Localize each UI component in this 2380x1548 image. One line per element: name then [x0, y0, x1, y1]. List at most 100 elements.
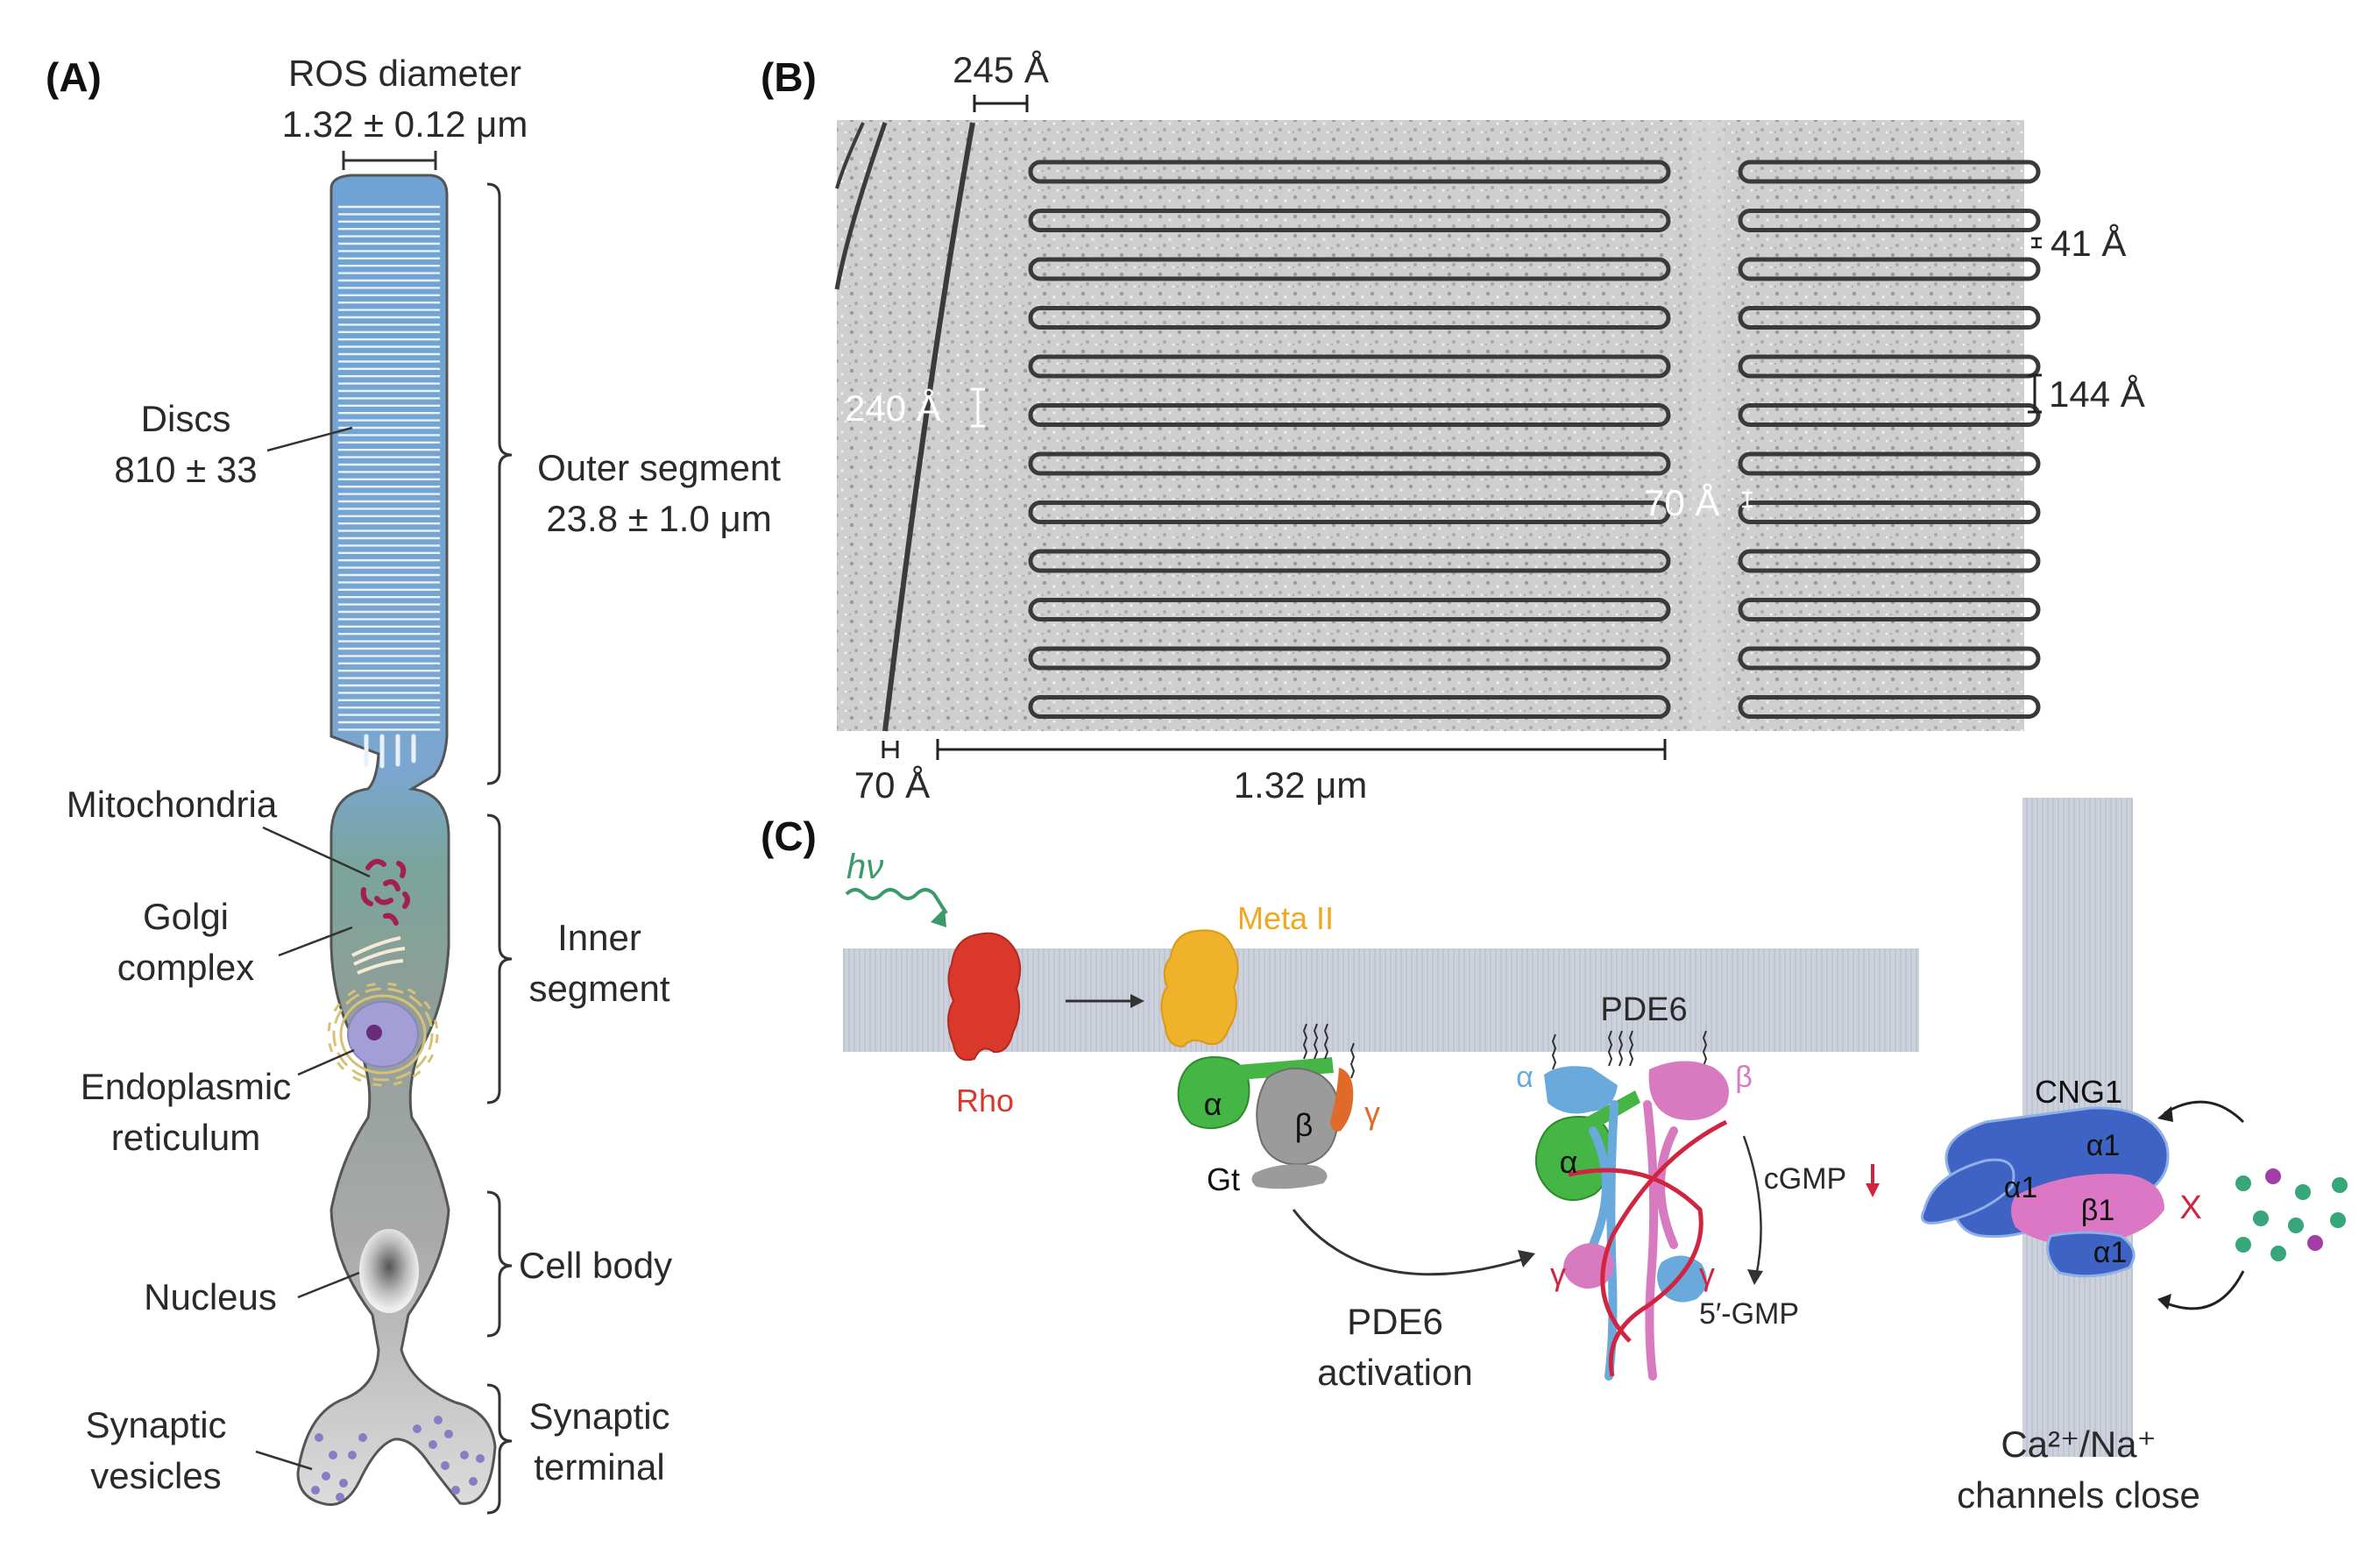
disc-profile — [1738, 451, 2041, 476]
disc-profile — [1028, 646, 1671, 671]
cgmp-down-arrowhead — [1866, 1183, 1880, 1197]
b-mid-label: 70 Å — [1644, 482, 1719, 523]
micrograph-discs — [1028, 160, 2041, 719]
disc-profile — [1738, 403, 2041, 427]
synaptic-vesicles — [311, 1416, 485, 1502]
meta-ii-label: Meta II — [1237, 900, 1334, 936]
er-label-1: Endoplasmic — [81, 1066, 291, 1107]
gt-beta-label: β — [1295, 1107, 1314, 1143]
channel-block-x: X — [2179, 1189, 2201, 1226]
inner-segment-label-1: Inner — [557, 917, 641, 958]
ion-arrowhead-top — [2157, 1106, 2173, 1122]
terminal-label-1: Synaptic — [528, 1395, 669, 1437]
pde6-alpha-catalytic — [1544, 1066, 1618, 1114]
meta-ii-protein — [1160, 929, 1239, 1048]
pde6-alpha-top-label: α — [1516, 1061, 1534, 1094]
gt-beta-subunit — [1256, 1067, 1340, 1166]
b-right-label-1: 41 Å — [2051, 223, 2126, 264]
disc-profile — [1738, 695, 2041, 719]
vesicle — [339, 1479, 348, 1488]
disc-membrane — [843, 948, 1919, 1052]
synaptic-terminal-brace — [486, 1383, 513, 1515]
channels-close-label: channels close — [1957, 1474, 2200, 1516]
activation-label-2: activation — [1317, 1352, 1472, 1393]
cng-b1-label: β1 — [2081, 1194, 2114, 1227]
endoplasmic-reticulum — [327, 982, 439, 1087]
disc-profile — [1028, 306, 1671, 330]
vesicle — [460, 1451, 469, 1459]
outer-segment-value: 23.8 ± 1.0 μm — [546, 498, 771, 539]
vesicle — [441, 1461, 450, 1470]
vesicles-label-2: vesicles — [90, 1455, 221, 1496]
cng-a1-top-label: α1 — [2086, 1129, 2121, 1162]
gt-alpha-subunit — [1177, 1055, 1250, 1130]
disc-profile — [1028, 403, 1671, 427]
panel-c-label: (C) — [761, 813, 817, 859]
cng1-label: CNG1 — [2035, 1074, 2122, 1110]
cng-alpha-lobe — [1921, 1158, 2015, 1225]
inner-segment-label-2: segment — [528, 968, 669, 1009]
ion-dot — [2307, 1235, 2323, 1251]
rod-cell — [296, 174, 497, 1506]
pde6-gamma-left-label: γ — [1550, 1256, 1566, 1292]
inner-segment-nucleus — [347, 1001, 419, 1068]
b-scale-right-2 — [2028, 373, 2042, 414]
vesicle — [329, 1451, 337, 1459]
inner-segment-brace — [486, 813, 513, 1104]
b-scale-top — [973, 95, 1029, 112]
gmp-label: 5′-GMP — [1699, 1297, 1799, 1331]
nucleus-label: Nucleus — [144, 1276, 277, 1317]
gt-gamma-label: γ — [1364, 1095, 1380, 1131]
disc-profile — [1738, 598, 2041, 621]
ros-diameter-title: ROS diameter — [288, 53, 521, 94]
gt-gamma-subunit — [1330, 1068, 1354, 1132]
activation-arrowhead — [1518, 1250, 1535, 1268]
panel-b-label: (B) — [761, 54, 817, 100]
pde6-beta-catalytic — [1648, 1061, 1729, 1120]
ion-dot — [2265, 1168, 2281, 1184]
cng-beta-subunit — [2011, 1174, 2164, 1246]
disc-profile — [1738, 160, 2041, 184]
cgmp-label: cGMP — [1764, 1162, 1846, 1196]
vesicle — [336, 1493, 344, 1502]
mitochondria-label: Mitochondria — [67, 784, 278, 825]
terminal-label-2: terminal — [534, 1446, 664, 1488]
disc-profile — [1028, 209, 1671, 232]
ion-label: Ca²⁺/Na⁺ — [2001, 1424, 2156, 1465]
er-label-2: reticulum — [111, 1117, 260, 1158]
ion-dot — [2253, 1211, 2269, 1226]
disc-profile — [1738, 209, 2041, 232]
nucleolus — [366, 1025, 382, 1040]
vesicle — [413, 1424, 421, 1433]
vesicle — [322, 1472, 330, 1481]
cng-a1-bottom-label: α1 — [2093, 1236, 2128, 1269]
vesicle — [451, 1486, 460, 1495]
disc-profile — [1028, 695, 1671, 719]
vesicle — [358, 1433, 367, 1442]
panel-a-label: (A) — [46, 54, 102, 100]
disc-profile — [1028, 160, 1671, 184]
gt-label: Gt — [1207, 1161, 1240, 1197]
rhodopsin-protein — [947, 932, 1022, 1062]
light-wave-arrow — [845, 888, 948, 915]
micrograph-plasma-membrane — [834, 122, 975, 732]
cell-body-nucleus — [359, 1229, 419, 1313]
ion-dot — [2288, 1218, 2304, 1233]
disc-profile — [1028, 501, 1671, 524]
vesicle — [311, 1486, 320, 1495]
pde6-beta-label: β — [1735, 1061, 1753, 1094]
b-bottom-left-label: 70 Å — [854, 764, 930, 806]
ion-dot — [2330, 1212, 2346, 1228]
outer-segment-discs — [338, 205, 440, 731]
b-scale-left — [971, 387, 985, 428]
vesicles-pointer — [255, 1450, 313, 1471]
b-top-label: 245 Å — [953, 49, 1049, 90]
mitochondria — [360, 858, 410, 926]
vesicle — [476, 1454, 485, 1463]
vesicle — [469, 1477, 478, 1486]
ion-dot — [2270, 1246, 2286, 1261]
disc-profile — [1028, 354, 1671, 379]
ion-arrow-top — [2164, 1100, 2245, 1124]
pde6-label: PDE6 — [1600, 991, 1687, 1028]
